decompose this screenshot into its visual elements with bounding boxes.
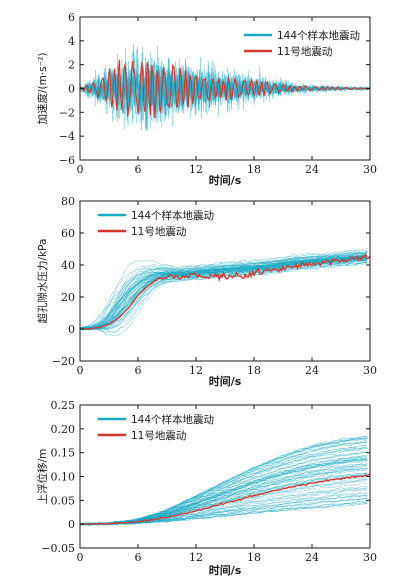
- x-tick-label: 24: [305, 163, 319, 176]
- x-axis-label: 时间/s: [209, 374, 242, 388]
- sample-uplift-line: [80, 455, 368, 526]
- x-tick-label: 30: [363, 163, 377, 176]
- sample-pressure-line: [80, 255, 368, 330]
- y-tick-label: 0.25: [51, 399, 76, 412]
- plot-area: [80, 44, 370, 131]
- record-11-line: [80, 473, 370, 525]
- x-tick-label: 12: [189, 364, 203, 377]
- y-tick-label: 4: [68, 35, 75, 48]
- x-tick-label: 18: [247, 364, 261, 377]
- x-tick-label: 6: [135, 364, 142, 377]
- x-tick-label: 0: [77, 364, 84, 377]
- x-tick-label: 6: [135, 163, 142, 176]
- x-tick-label: 0: [77, 551, 84, 564]
- legend-label-record-11: 11号地震动: [277, 45, 332, 58]
- x-tick-label: 30: [363, 551, 377, 564]
- sample-pressure-line: [80, 262, 368, 331]
- plot-area: [80, 435, 370, 527]
- y-tick-label: 0: [68, 83, 75, 96]
- y-tick-label: 0: [68, 323, 75, 336]
- y-tick-label: 0.05: [51, 494, 76, 507]
- legend-label-samples: 144个样本地震动: [131, 413, 214, 426]
- sample-uplift-line: [80, 445, 368, 525]
- sample-uplift-line: [80, 488, 368, 526]
- sample-uplift-line: [80, 503, 368, 526]
- x-axis-label: 时间/s: [209, 173, 242, 187]
- x-tick-label: 24: [305, 551, 319, 564]
- y-tick-label: 6: [68, 11, 75, 24]
- sample-pressure-line: [80, 250, 368, 330]
- y-tick-label: 20: [61, 291, 75, 304]
- sample-uplift-line: [80, 437, 368, 526]
- chart-2: 0 6 12 18 24 30−20020406080时间/s超孔隙水压力/kPa144个…: [36, 195, 377, 388]
- x-tick-label: 18: [247, 163, 261, 176]
- legend-label-record-11: 11号地震动: [131, 429, 186, 442]
- sample-uplift-line: [80, 459, 368, 526]
- sample-pressure-line: [80, 248, 368, 330]
- y-tick-label: 0.15: [51, 447, 76, 460]
- sample-uplift-line: [80, 496, 368, 525]
- x-tick-label: 30: [363, 364, 377, 377]
- y-tick-label: −4: [59, 130, 75, 143]
- y-tick-label: 0.20: [51, 423, 76, 436]
- y-tick-label: −0.05: [41, 542, 75, 555]
- y-tick-label: −20: [52, 355, 75, 368]
- chart-1: 0 6 12 18 24 30−6−4−20246时间/s加速度/(m·s⁻²)144个样…: [36, 11, 377, 187]
- sample-pressure-line: [80, 251, 368, 330]
- record-11-line: [80, 253, 370, 330]
- x-tick-label: 6: [135, 551, 142, 564]
- y-axis-label: 加速度/(m·s⁻²): [36, 52, 49, 124]
- plot-frame: [79, 200, 371, 362]
- legend-label-samples: 144个样本地震动: [131, 209, 214, 222]
- y-tick-label: 0: [68, 518, 75, 531]
- plot-area: [80, 248, 370, 336]
- y-tick-label: 0.10: [51, 471, 76, 484]
- sample-pressure-line: [80, 262, 368, 336]
- x-tick-label: 0: [77, 163, 84, 176]
- x-tick-label: 12: [189, 163, 203, 176]
- y-tick-label: −2: [59, 106, 75, 119]
- x-tick-label: 24: [305, 364, 319, 377]
- sample-pressure-line: [80, 260, 368, 330]
- sample-pressure-line: [80, 251, 368, 330]
- legend-label-record-11: 11号地震动: [131, 225, 186, 238]
- legend: 144个样本地震动 11号地震动: [98, 413, 214, 442]
- legend: 144个样本地震动 11号地震动: [98, 209, 214, 238]
- sample-pressure-line: [80, 261, 368, 333]
- y-tick-label: 2: [68, 59, 75, 72]
- y-tick-label: 80: [61, 195, 75, 208]
- x-tick-label: 18: [247, 551, 261, 564]
- x-axis-label: 时间/s: [209, 563, 242, 577]
- legend-label-samples: 144个样本地震动: [277, 29, 360, 42]
- plot-frame: [79, 404, 371, 549]
- legend: 144个样本地震动 11号地震动: [244, 29, 360, 58]
- y-axis-label: 上浮位移/m: [36, 449, 49, 505]
- chart-3: 0 6 12 18 24 30−0.0500.050.100.150.200.25时间/s…: [36, 399, 377, 577]
- y-tick-label: 40: [61, 259, 75, 272]
- x-tick-label: 12: [189, 551, 203, 564]
- y-tick-label: 60: [61, 227, 75, 240]
- record-11-line: [80, 59, 370, 119]
- sample-pressure-line: [80, 255, 368, 330]
- sample-pressure-line: [80, 255, 368, 330]
- y-axis-label: 超孔隙水压力/kPa: [36, 239, 49, 324]
- y-tick-label: −6: [59, 154, 75, 167]
- sample-pressure-line: [80, 250, 368, 330]
